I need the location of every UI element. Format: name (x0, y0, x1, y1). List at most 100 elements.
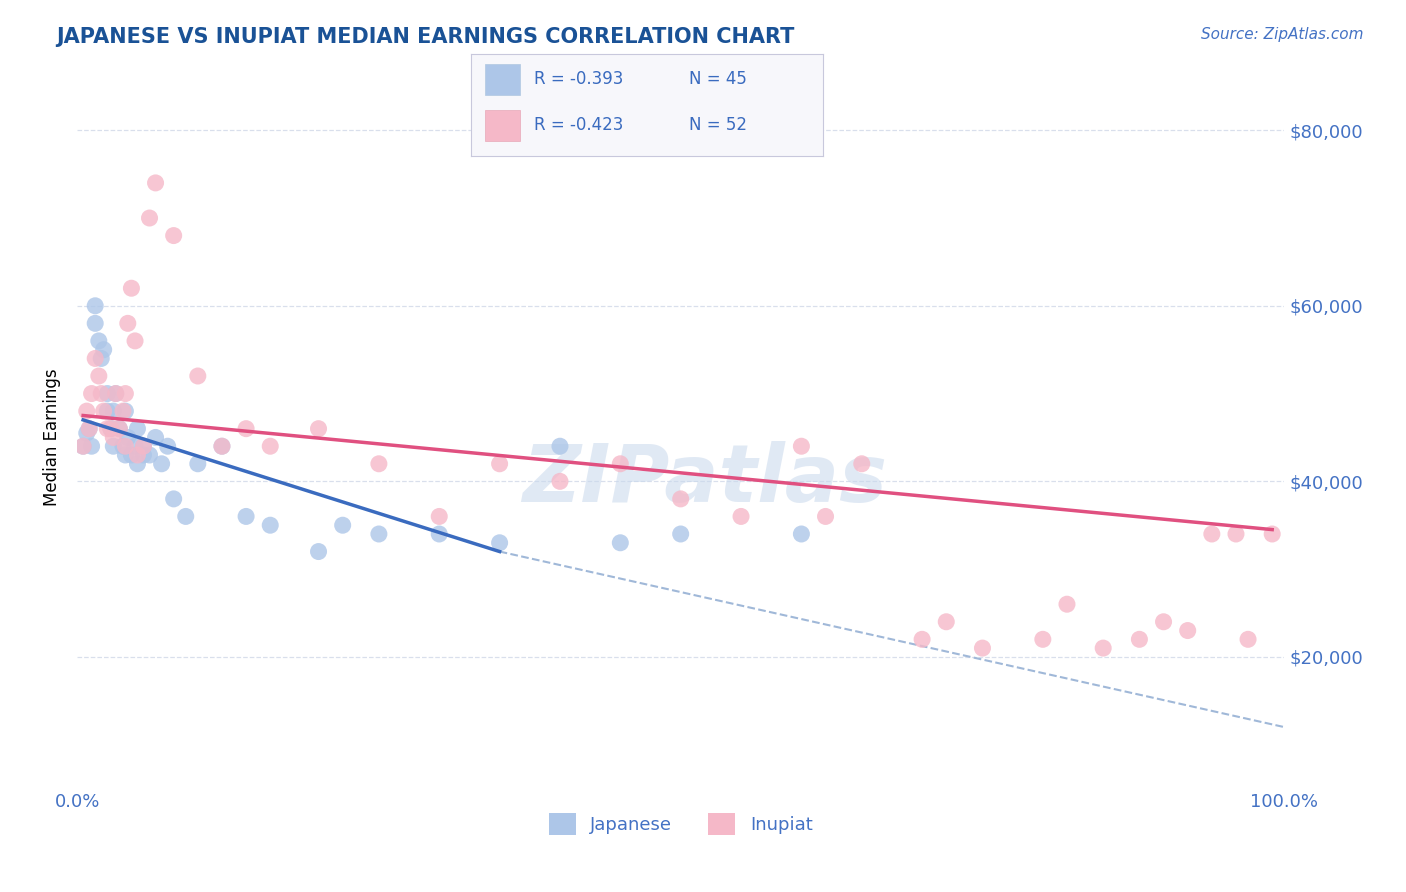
Point (935, 615, 957, 629)
Point (1128, 632, 1150, 647)
Text: N = 45: N = 45 (689, 70, 747, 88)
Y-axis label: Median Earnings: Median Earnings (44, 368, 60, 507)
Point (235, 422, 257, 436)
Point (211, 439, 233, 453)
Point (1177, 624, 1199, 638)
Point (84, 316, 107, 330)
Point (127, 448, 149, 462)
Point (84, 299, 107, 313)
Point (308, 544, 330, 558)
Point (132, 439, 155, 453)
Point (124, 439, 146, 453)
Point (730, 509, 752, 524)
Point (259, 439, 281, 453)
Point (911, 632, 934, 647)
Point (93, 404, 115, 418)
Point (127, 422, 149, 436)
Point (548, 475, 571, 489)
Point (96, 404, 118, 418)
Point (104, 386, 127, 401)
Point (174, 509, 197, 524)
Point (90, 386, 112, 401)
Point (104, 386, 127, 401)
Point (367, 527, 389, 541)
Point (163, 228, 186, 243)
Point (114, 439, 136, 453)
Point (1261, 527, 1284, 541)
Point (972, 641, 994, 656)
Point (87, 334, 110, 348)
Point (187, 457, 209, 471)
Point (790, 527, 813, 541)
Point (132, 448, 155, 462)
Point (1153, 615, 1175, 629)
Point (111, 439, 134, 453)
Point (120, 281, 142, 295)
Text: R = -0.423: R = -0.423 (534, 116, 624, 135)
Point (132, 439, 155, 453)
Point (76, 404, 98, 418)
Point (111, 404, 134, 418)
Point (1201, 527, 1223, 541)
Text: ZIPatlas: ZIPatlas (522, 441, 887, 518)
Point (84, 351, 107, 366)
Bar (485, 64, 520, 95)
Point (609, 535, 631, 549)
Point (108, 422, 131, 436)
Point (72, 439, 94, 453)
Point (100, 422, 122, 436)
Point (150, 457, 173, 471)
Point (77, 422, 100, 436)
Point (1092, 641, 1115, 656)
Point (72, 439, 94, 453)
Point (103, 404, 125, 418)
Point (669, 527, 692, 541)
Point (117, 430, 139, 444)
Point (145, 430, 167, 444)
Point (138, 448, 160, 462)
Point (1237, 632, 1260, 647)
Point (1225, 527, 1247, 541)
Text: N = 52: N = 52 (689, 116, 747, 135)
Point (124, 334, 146, 348)
Point (814, 509, 837, 524)
Text: JAPANESE VS INUPIAT MEDIAN EARNINGS CORRELATION CHART: JAPANESE VS INUPIAT MEDIAN EARNINGS CORR… (56, 27, 794, 46)
Bar (485, 110, 520, 141)
Point (235, 509, 257, 524)
Point (120, 448, 142, 462)
Point (80, 386, 103, 401)
Point (427, 527, 450, 541)
Point (90, 351, 112, 366)
Point (127, 457, 149, 471)
Point (93, 343, 115, 357)
Point (669, 491, 692, 506)
Point (1032, 632, 1054, 647)
Point (548, 439, 571, 453)
Point (156, 439, 179, 453)
Point (851, 457, 873, 471)
Point (187, 369, 209, 384)
Point (332, 518, 354, 533)
Point (138, 211, 160, 225)
Point (259, 518, 281, 533)
Text: R = -0.393: R = -0.393 (534, 70, 624, 88)
Point (114, 386, 136, 401)
Point (308, 422, 330, 436)
Point (609, 457, 631, 471)
Point (117, 316, 139, 330)
Point (367, 457, 389, 471)
Point (96, 422, 118, 436)
Point (103, 439, 125, 453)
Legend: Japanese, Inupiat: Japanese, Inupiat (541, 806, 820, 843)
Text: Source: ZipAtlas.com: Source: ZipAtlas.com (1201, 27, 1364, 42)
Point (76, 425, 98, 440)
Point (488, 535, 510, 549)
Point (790, 439, 813, 453)
Point (114, 448, 136, 462)
Point (103, 430, 125, 444)
Point (488, 457, 510, 471)
Point (87, 369, 110, 384)
Point (427, 509, 450, 524)
Point (77, 422, 100, 436)
Point (211, 439, 233, 453)
